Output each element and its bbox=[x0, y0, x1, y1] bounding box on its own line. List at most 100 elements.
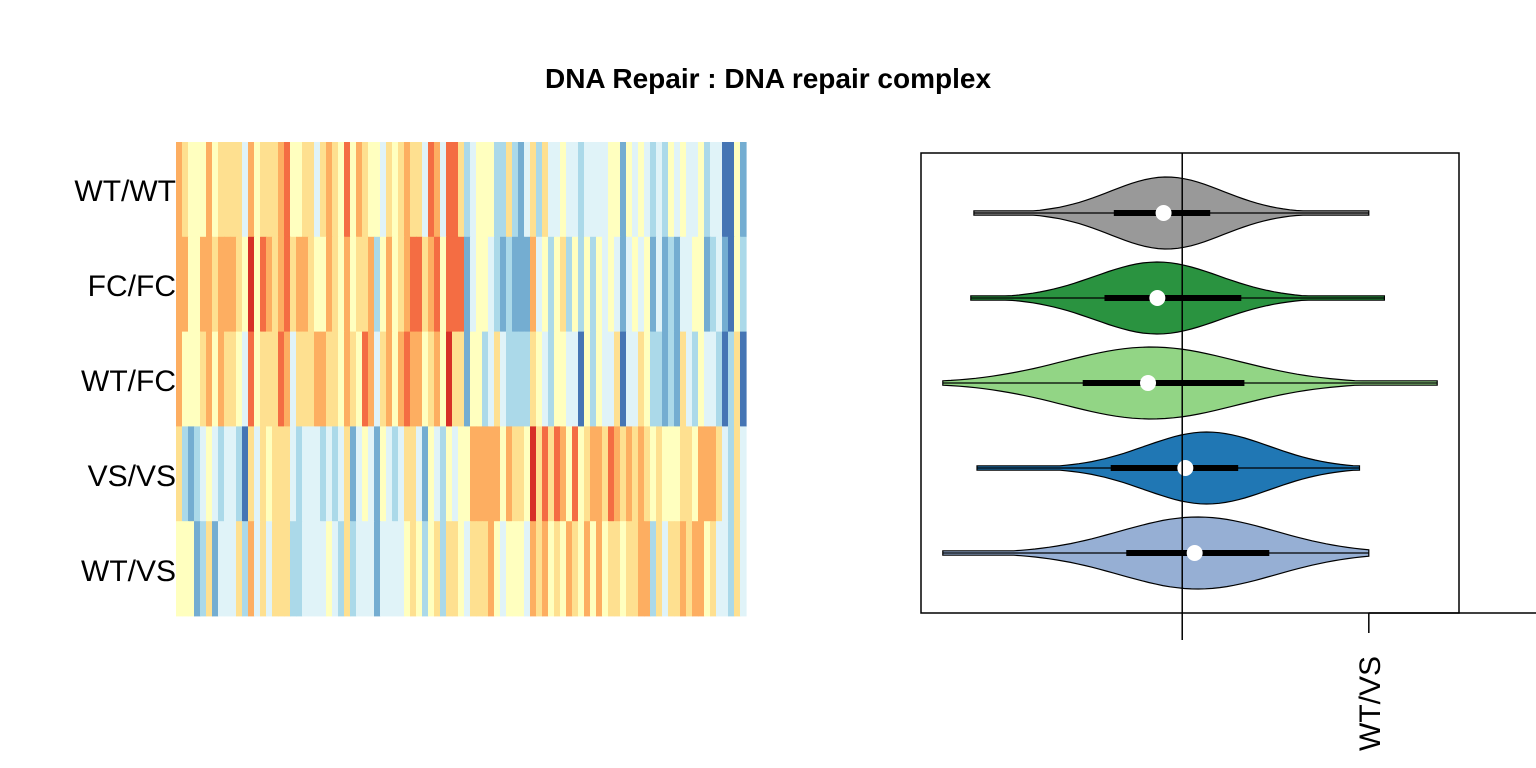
heatmap-cell bbox=[242, 521, 249, 617]
heatmap-cell bbox=[314, 426, 321, 522]
heatmap-cell bbox=[254, 521, 261, 617]
heatmap-cell bbox=[602, 331, 609, 427]
heatmap-cell bbox=[248, 331, 255, 427]
heatmap-cell bbox=[356, 426, 363, 522]
heatmap-cell bbox=[722, 236, 729, 332]
heatmap-cell bbox=[206, 426, 213, 522]
heatmap-cell bbox=[578, 426, 585, 522]
heatmap-cell bbox=[236, 331, 243, 427]
heatmap-cell bbox=[506, 521, 513, 617]
heatmap-cell bbox=[596, 331, 603, 427]
heatmap-cell bbox=[680, 521, 687, 617]
heatmap-cell bbox=[674, 236, 681, 332]
heatmap-cell bbox=[242, 236, 249, 332]
heatmap-cell bbox=[206, 521, 213, 617]
heatmap-cell bbox=[566, 521, 573, 617]
heatmap-cell bbox=[338, 236, 345, 332]
heatmap-cell bbox=[602, 236, 609, 332]
heatmap-cell bbox=[302, 521, 309, 617]
heatmap-cell bbox=[632, 142, 639, 238]
heatmap-cell bbox=[638, 426, 645, 522]
heatmap-cell bbox=[674, 426, 681, 522]
heatmap-cell bbox=[578, 142, 585, 238]
heatmap-cell bbox=[482, 236, 489, 332]
heatmap-cell bbox=[374, 331, 381, 427]
heatmap-cell bbox=[596, 426, 603, 522]
heatmap-cell bbox=[248, 426, 255, 522]
heatmap-cell bbox=[308, 521, 315, 617]
heatmap-cell bbox=[200, 426, 207, 522]
heatmap-cell bbox=[386, 236, 393, 332]
heatmap-cell bbox=[620, 426, 627, 522]
heatmap-cell bbox=[458, 142, 465, 238]
heatmap-cell bbox=[518, 426, 525, 522]
heatmap-cell bbox=[404, 236, 411, 332]
heatmap-cell bbox=[284, 142, 291, 238]
heatmap-cell bbox=[734, 331, 741, 427]
heatmap-cell bbox=[212, 521, 219, 617]
heatmap-cell bbox=[512, 521, 519, 617]
heatmap-cell bbox=[704, 521, 711, 617]
heatmap-cell bbox=[200, 521, 207, 617]
heatmap-cell bbox=[560, 426, 567, 522]
heatmap-cell bbox=[506, 142, 513, 238]
heatmap-cell bbox=[308, 331, 315, 427]
x-tick-label: WT/VS bbox=[1354, 656, 1387, 751]
heatmap-cell bbox=[380, 236, 387, 332]
heatmap-cell bbox=[272, 142, 279, 238]
heatmap-cell bbox=[230, 426, 237, 522]
heatmap-cell bbox=[398, 521, 405, 617]
heatmap-cell bbox=[710, 142, 717, 238]
heatmap-cell bbox=[572, 142, 579, 238]
heatmap-cell bbox=[656, 426, 663, 522]
heatmap-cell bbox=[410, 426, 417, 522]
heatmap-cell bbox=[254, 236, 261, 332]
heatmap-cell bbox=[350, 331, 357, 427]
heatmap-cell bbox=[554, 142, 561, 238]
heatmap-cell bbox=[488, 426, 495, 522]
heatmap-cell bbox=[482, 142, 489, 238]
heatmap-cell bbox=[440, 426, 447, 522]
heatmap-cell bbox=[680, 331, 687, 427]
heatmap-cell bbox=[698, 236, 705, 332]
heatmap-cell bbox=[326, 331, 333, 427]
heatmap-cell bbox=[260, 331, 267, 427]
heatmap-cell bbox=[188, 236, 195, 332]
heatmap-cell bbox=[542, 331, 549, 427]
heatmap-cell bbox=[704, 426, 711, 522]
heatmap-cell bbox=[638, 521, 645, 617]
heatmap-cell bbox=[218, 521, 225, 617]
heatmap-cell bbox=[596, 236, 603, 332]
heatmap-cell bbox=[194, 236, 201, 332]
heatmap-cell bbox=[716, 521, 723, 617]
heatmap-cell bbox=[242, 142, 249, 238]
heatmap-cell bbox=[224, 142, 231, 238]
heatmap-cell bbox=[200, 142, 207, 238]
heatmap-cell bbox=[188, 331, 195, 427]
heatmap-cell bbox=[650, 521, 657, 617]
heatmap-cell bbox=[332, 236, 339, 332]
heatmap-cell bbox=[434, 236, 441, 332]
heatmap-cell bbox=[428, 521, 435, 617]
heatmap-cell bbox=[458, 426, 465, 522]
heatmap-cell bbox=[272, 521, 279, 617]
heatmap-cell bbox=[356, 331, 363, 427]
heatmap-cell bbox=[374, 142, 381, 238]
heatmap-cell bbox=[296, 142, 303, 238]
heatmap-cell bbox=[632, 331, 639, 427]
heatmap-cell bbox=[368, 521, 375, 617]
heatmap-cell bbox=[266, 521, 273, 617]
heatmap-cell bbox=[500, 331, 507, 427]
heatmap-cell bbox=[392, 331, 399, 427]
heatmap-cell bbox=[656, 331, 663, 427]
heatmap-cell bbox=[692, 331, 699, 427]
heatmap: WT/WT FC/FC WT/FC VS/VS WT/VS bbox=[74, 142, 747, 617]
heatmap-cell bbox=[350, 521, 357, 617]
heatmap-cell bbox=[686, 521, 693, 617]
heatmap-cell bbox=[572, 426, 579, 522]
heatmap-cell bbox=[344, 521, 351, 617]
heatmap-cell bbox=[320, 521, 327, 617]
heatmap-cell bbox=[614, 142, 621, 238]
heatmap-cell bbox=[698, 521, 705, 617]
